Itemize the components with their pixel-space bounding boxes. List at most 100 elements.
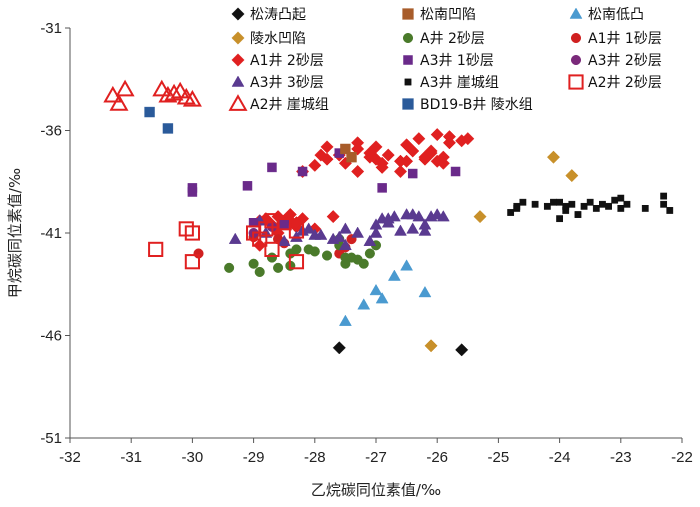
data-point <box>184 225 201 241</box>
series-group <box>148 213 305 270</box>
data-point <box>158 85 178 103</box>
data-point <box>623 200 631 208</box>
x-tick-label: -27 <box>365 449 387 466</box>
data-point <box>568 200 576 208</box>
data-point <box>406 208 420 220</box>
data-point <box>326 210 340 224</box>
legend-marker <box>570 54 582 66</box>
legend-item: 松南低凸 <box>569 7 644 23</box>
data-point <box>321 250 333 261</box>
legend-item: A3井 1砂层 <box>403 53 494 69</box>
data-point <box>187 187 198 197</box>
data-point <box>276 215 292 231</box>
legend-item: A2井 崖城组 <box>228 94 329 113</box>
legend-marker <box>231 7 245 21</box>
data-point <box>455 343 469 357</box>
data-point <box>617 205 625 212</box>
data-point <box>565 169 579 183</box>
data-point <box>387 269 401 281</box>
data-point <box>363 146 377 160</box>
legend-marker <box>403 55 413 65</box>
data-point <box>617 194 625 202</box>
data-point <box>406 144 420 158</box>
y-axis-title: 甲烷碳同位素值/‰ <box>6 168 24 298</box>
data-points <box>103 79 674 357</box>
legend-marker <box>569 7 583 19</box>
data-point <box>115 79 135 97</box>
legend-item: A3井 崖城组 <box>404 75 499 91</box>
legend-marker <box>231 75 245 87</box>
y-tick-label: -36 <box>40 123 62 140</box>
data-point <box>264 241 280 258</box>
data-point <box>273 262 284 273</box>
x-tick-label: -28 <box>304 449 326 466</box>
data-point <box>266 252 278 263</box>
series-group <box>507 192 674 223</box>
x-tick-label: -31 <box>120 449 142 466</box>
data-point <box>152 79 172 97</box>
data-point <box>543 202 551 210</box>
data-point <box>340 143 351 155</box>
data-point <box>363 234 377 246</box>
data-point <box>556 198 564 206</box>
data-point <box>473 210 487 224</box>
data-point <box>290 230 303 242</box>
legend-marker <box>402 8 414 20</box>
data-point <box>109 94 129 111</box>
data-point <box>364 248 375 259</box>
x-tick-label: -23 <box>610 449 632 466</box>
data-point <box>358 258 369 269</box>
data-point <box>184 254 201 270</box>
data-point <box>461 132 475 146</box>
x-tick-label: -29 <box>243 449 265 466</box>
data-point <box>393 164 408 179</box>
data-point <box>412 132 426 146</box>
series-group <box>103 79 202 111</box>
series-group <box>338 259 432 326</box>
legend-label: 陵水凹陷 <box>250 31 306 47</box>
data-point <box>562 202 570 210</box>
data-point <box>599 200 606 208</box>
data-point <box>574 211 582 218</box>
data-point <box>332 230 346 242</box>
legend-label: A3井 3砂层 <box>250 75 324 91</box>
y-tick-label: -41 <box>40 225 62 242</box>
legend-marker <box>231 31 245 45</box>
data-point <box>556 215 564 223</box>
data-point <box>254 266 265 278</box>
x-tick-label: -24 <box>549 449 571 466</box>
data-point <box>162 123 174 134</box>
data-point <box>400 154 414 168</box>
data-point <box>308 228 322 240</box>
series-group <box>340 143 357 163</box>
data-point <box>351 226 365 238</box>
data-point <box>430 128 444 142</box>
series-group <box>144 106 174 134</box>
data-point <box>338 222 352 234</box>
legend-marker <box>228 94 248 111</box>
data-point <box>288 223 305 239</box>
axes: -32 -31 -30 -29 -28 -27 -26 -25 -24 -23 -22 -31 -36 -… <box>40 20 693 466</box>
legend-label: BD19-B井 陵水组 <box>420 97 533 113</box>
x-axis-title: 乙烷碳同位素值/‰ <box>311 481 441 499</box>
data-point <box>611 196 619 204</box>
data-point <box>586 198 594 206</box>
data-point <box>228 232 242 244</box>
data-point <box>660 200 668 208</box>
data-point <box>357 298 371 310</box>
data-point <box>546 150 561 164</box>
data-point <box>400 259 414 271</box>
data-point <box>297 166 308 177</box>
data-point <box>182 89 202 107</box>
data-point <box>224 262 235 273</box>
data-point <box>148 241 164 258</box>
data-point <box>507 209 515 216</box>
data-point <box>377 183 387 193</box>
data-point <box>248 258 259 269</box>
series-group <box>187 148 461 230</box>
data-point <box>592 205 600 212</box>
data-point <box>340 258 351 269</box>
data-point <box>164 83 184 101</box>
legend-item: A3井 2砂层 <box>570 53 662 69</box>
